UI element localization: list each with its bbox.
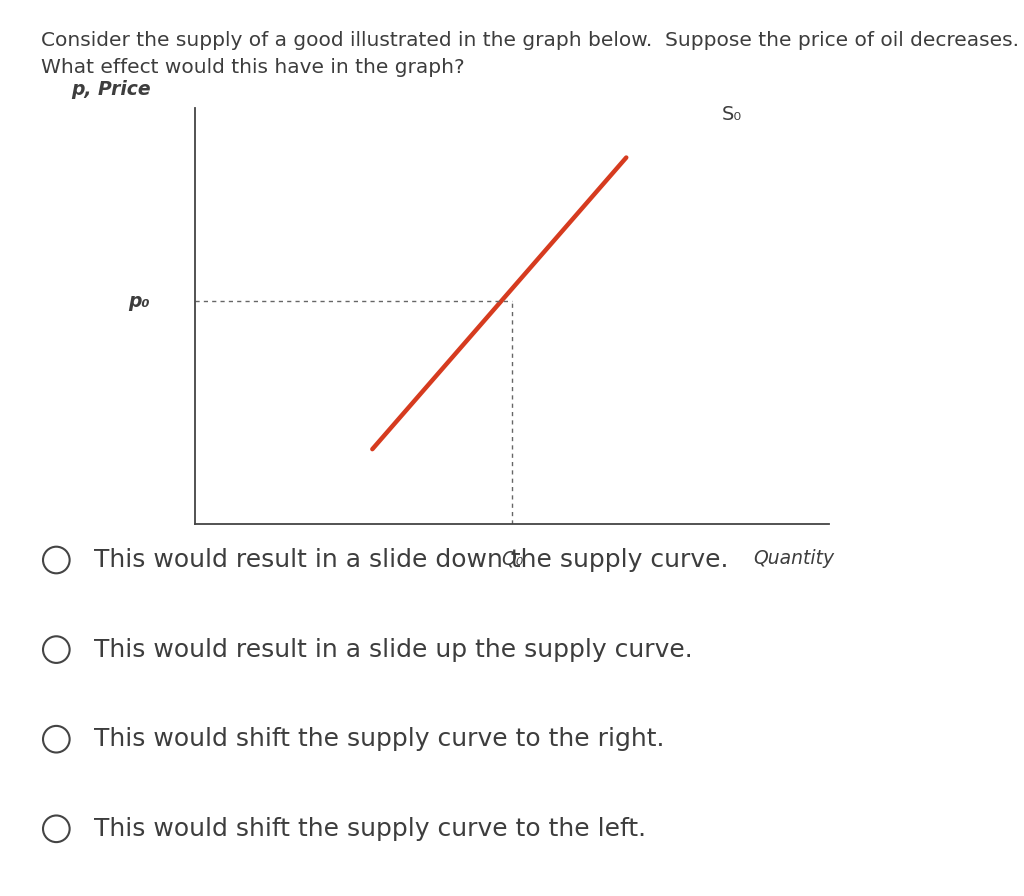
Text: p₀: p₀ (128, 292, 150, 311)
Text: This would shift the supply curve to the left.: This would shift the supply curve to the… (94, 817, 646, 840)
Text: This would result in a slide down the supply curve.: This would result in a slide down the su… (94, 548, 729, 572)
Text: Q₀: Q₀ (501, 549, 523, 568)
Text: S₀: S₀ (722, 105, 741, 125)
Text: This would shift the supply curve to the right.: This would shift the supply curve to the… (94, 728, 665, 751)
Text: Consider the supply of a good illustrated in the graph below.  Suppose the price: Consider the supply of a good illustrate… (41, 31, 1019, 50)
Text: This would result in a slide up the supply curve.: This would result in a slide up the supp… (94, 638, 693, 661)
Text: Quantity: Quantity (754, 549, 835, 568)
Text: What effect would this have in the graph?: What effect would this have in the graph… (41, 58, 465, 77)
Text: p, Price: p, Price (72, 80, 152, 99)
